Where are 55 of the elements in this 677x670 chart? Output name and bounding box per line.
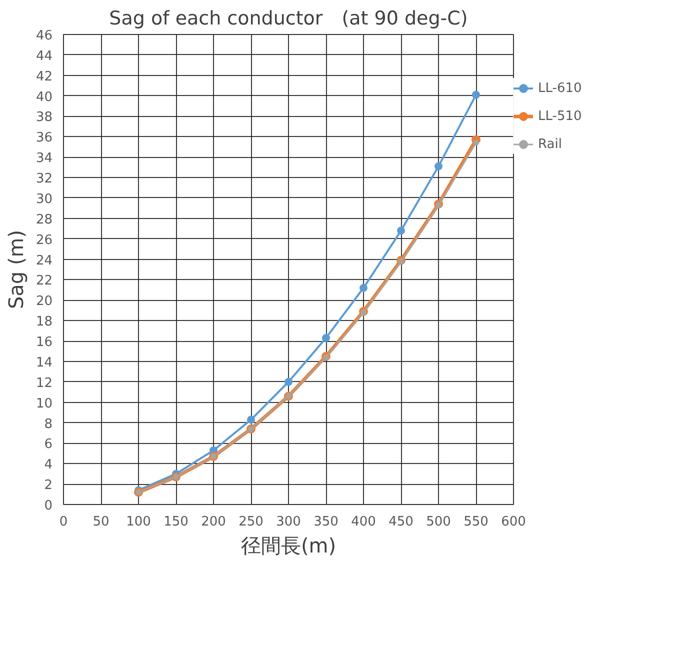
x-tick-label: 350 xyxy=(314,514,338,530)
y-tick-label: 28 xyxy=(36,212,53,228)
x-tick-label: 50 xyxy=(92,514,110,530)
legend-label: LL-610 xyxy=(538,80,582,96)
point xyxy=(397,226,405,235)
y-tick-label: 32 xyxy=(36,172,53,187)
y-tick-label: 10 xyxy=(36,396,53,412)
y-tick-label: 14 xyxy=(36,355,53,370)
y-tick-label: 40 xyxy=(36,90,53,105)
point xyxy=(472,90,480,99)
y-tick-label: 8 xyxy=(44,416,53,432)
point xyxy=(473,140,479,146)
x-tick-label: 250 xyxy=(238,514,264,530)
x-tick-label: 400 xyxy=(351,514,376,530)
y-tick-label: 6 xyxy=(44,437,53,452)
point xyxy=(247,416,255,424)
y-tick-label: 0 xyxy=(44,498,53,514)
legend-label: LL-510 xyxy=(538,108,582,124)
point xyxy=(360,284,368,292)
legend-label: Rail xyxy=(538,136,562,152)
point xyxy=(323,354,329,360)
y-tick-label: 4 xyxy=(44,458,53,473)
y-tick-label: 30 xyxy=(36,192,53,207)
y-tick-label: 22 xyxy=(36,274,53,289)
y-tick-label: 18 xyxy=(36,314,53,330)
chart-title: Sag of each conductor (at 90 deg-C) xyxy=(109,8,468,30)
x-tick-label: 100 xyxy=(126,514,151,530)
y-tick-label: 12 xyxy=(36,376,53,391)
y-tick-label: 38 xyxy=(36,110,53,126)
x-tick-label: 200 xyxy=(201,514,226,530)
y-tick-label: 44 xyxy=(36,48,53,64)
y-axis-title: Sag (m) xyxy=(4,230,28,310)
point xyxy=(322,334,330,342)
y-tick-label: 46 xyxy=(36,28,53,44)
y-tick-label: 34 xyxy=(36,151,53,166)
point xyxy=(434,162,442,170)
x-tick-label: 150 xyxy=(164,514,188,530)
point xyxy=(360,309,366,316)
y-tick-label: 2 xyxy=(44,478,53,494)
x-tick-label: 450 xyxy=(388,514,414,530)
x-tick-label: 0 xyxy=(59,514,68,530)
point xyxy=(284,378,292,386)
point xyxy=(398,258,404,264)
y-tick-label: 42 xyxy=(36,69,53,84)
y-tick-label: 20 xyxy=(36,294,53,310)
x-axis-title: 径間長(m) xyxy=(240,534,336,558)
y-tick-label: 24 xyxy=(36,253,53,268)
x-tick-label: 600 xyxy=(501,514,526,530)
x-tick-label: 300 xyxy=(276,514,301,530)
x-tick-label: 500 xyxy=(426,514,451,530)
y-tick-label: 26 xyxy=(36,232,53,248)
x-tick-label: 550 xyxy=(464,514,488,530)
point xyxy=(436,202,442,208)
y-tick-label: 16 xyxy=(36,335,53,350)
y-tick-label: 36 xyxy=(36,130,53,146)
